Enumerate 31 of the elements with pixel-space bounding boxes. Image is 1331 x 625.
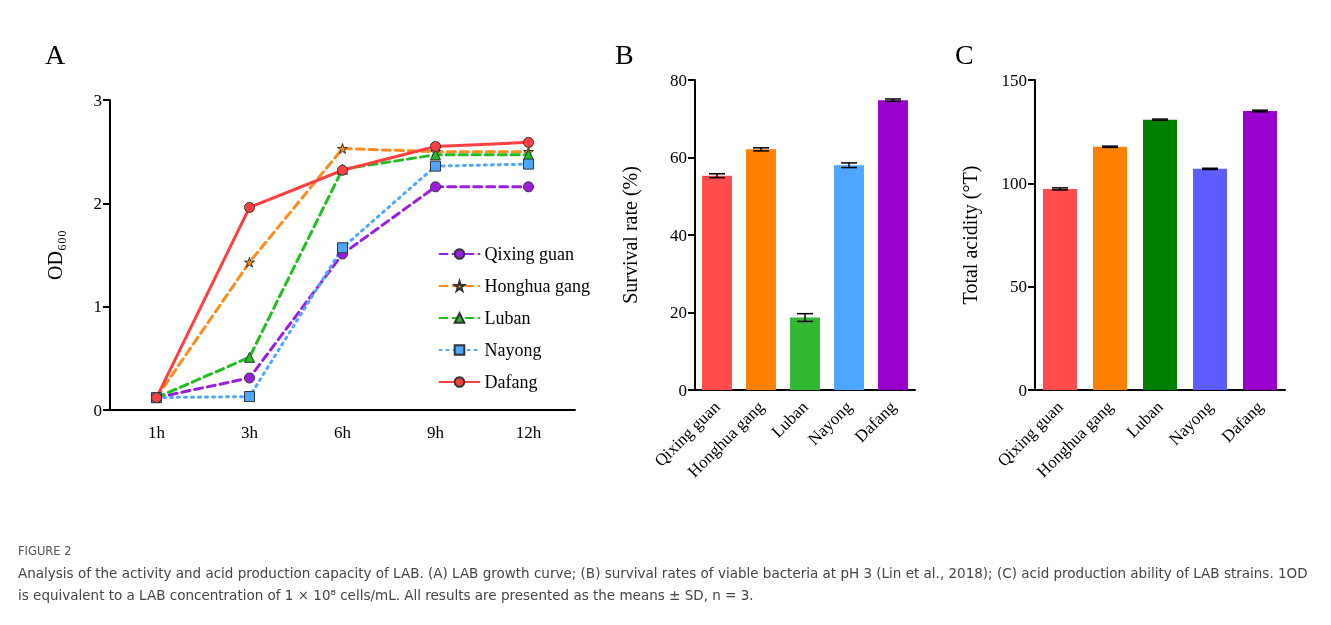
y-axis-title: OD₆₀₀	[44, 230, 66, 280]
y-tick-label: 80	[670, 70, 687, 90]
y-tick-label: 1	[93, 297, 102, 317]
x-tick-label: 6h	[334, 423, 352, 442]
legend-label: Qixing guan	[484, 244, 575, 264]
y-axis-title: Total acidity (°T)	[959, 165, 982, 305]
caption: FIGURE 2	[18, 543, 73, 560]
y-tick-label: 60	[670, 148, 687, 167]
x-tick-label: 1h	[148, 423, 166, 442]
text: Analysis of the activity and acid production capacity of LAB. (A) LAB growth curve; (B) survival rates of viable bacteria at pH 3 (Lin et al., 2018); (C) acid production ability of LAB strains. 1OD is equivalent to a LAB concentration of 1 × 10⁸ cells/mL. All results are presented as the means ± SD, n = 3.	[18, 564, 1309, 605]
y-tick-label: 3	[93, 90, 102, 110]
y-tick-label: 0	[93, 400, 102, 420]
y-tick-label: 50	[1010, 277, 1027, 297]
legend-label: Dafang	[484, 372, 538, 392]
x-tick-label: 9h	[427, 423, 445, 442]
legend-label: Luban	[484, 308, 531, 328]
x-tick-label: 12h	[515, 423, 542, 442]
y-tick-label: 0	[678, 380, 687, 400]
chart-title: A	[45, 38, 66, 70]
y-tick-label: 2	[93, 193, 102, 213]
y-tick-label: 20	[670, 303, 687, 322]
y-tick-label: 40	[670, 225, 687, 245]
y-axis-title: Survival rate (%)	[619, 166, 642, 304]
y-tick-label: 150	[1001, 70, 1027, 90]
y-tick-label: 0	[1018, 380, 1027, 400]
chart-title: C	[955, 38, 974, 70]
x-tick-label: 3h	[241, 423, 259, 442]
legend-label: Nayong	[484, 340, 542, 360]
legend-label: Honghua gang	[484, 276, 591, 296]
chart-title: B	[615, 38, 634, 70]
y-tick-label: 100	[1001, 173, 1027, 193]
